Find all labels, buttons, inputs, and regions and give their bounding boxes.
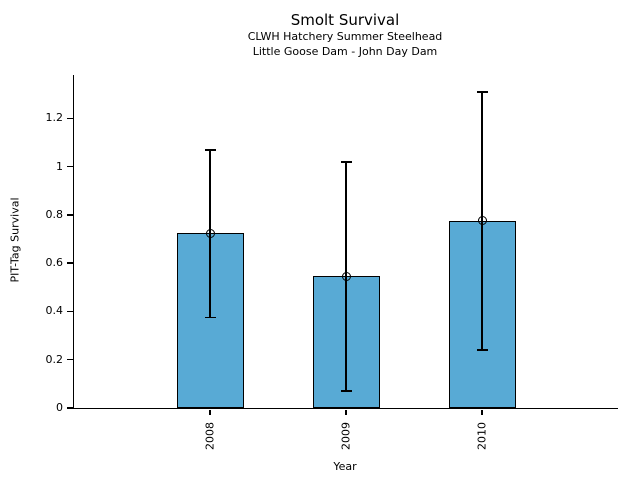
error-bar-cap-top (204, 149, 216, 151)
y-tick-label: 0 (56, 401, 63, 414)
x-tick-label: 2009 (339, 422, 353, 450)
y-tick-label: 1.2 (45, 111, 64, 125)
y-tick (67, 165, 74, 168)
chart-subtitle-line1: CLWH Hatchery Summer Steelhead (247, 30, 443, 43)
y-axis-label: PIT-Tag Survival (8, 197, 22, 283)
x-axis-label: Year (333, 460, 357, 473)
error-bar-cap-top (476, 91, 488, 93)
y-tick-label: 0.2 (45, 352, 64, 366)
x-tick (345, 409, 347, 415)
data-point-marker (205, 228, 215, 238)
x-tick (481, 409, 483, 415)
x-tick-label: 2010 (475, 422, 489, 450)
y-tick-label: 1 (56, 159, 63, 173)
error-bar-cap-top (340, 161, 352, 163)
x-tick-label: 2008 (203, 422, 217, 450)
chart-subtitle-line2: Little Goose Dam - John Day Dam (252, 45, 438, 58)
y-tick (67, 262, 74, 264)
y-tick (67, 407, 74, 409)
x-tick (209, 409, 211, 415)
y-tick (67, 117, 74, 120)
y-tick (67, 358, 74, 361)
y-tick-label: 0.6 (45, 256, 64, 270)
y-tick-label: 0.8 (45, 207, 64, 221)
data-point-marker (477, 216, 487, 226)
error-bar-cap-bottom (476, 349, 488, 351)
chart-title: Smolt Survival (290, 11, 400, 29)
y-tick (67, 214, 74, 216)
error-bar-cap-bottom (204, 316, 216, 319)
y-tick-label: 0.4 (45, 304, 64, 318)
error-bar-cap-bottom (340, 390, 352, 392)
data-point-marker (341, 271, 351, 281)
plot-area: 0 0.2 0.4 0.6 0.8 1 1.2 2008 2009 2010 (46, 75, 618, 450)
y-tick (67, 310, 74, 313)
